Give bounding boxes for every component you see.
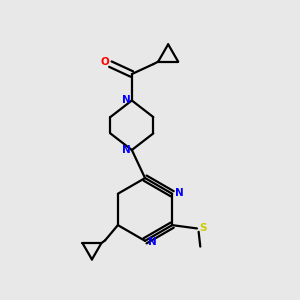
Text: N: N <box>122 95 130 106</box>
Text: O: O <box>100 58 109 68</box>
Text: N: N <box>122 145 130 155</box>
Text: N: N <box>175 188 184 198</box>
Text: N: N <box>148 238 157 248</box>
Text: S: S <box>200 223 207 233</box>
